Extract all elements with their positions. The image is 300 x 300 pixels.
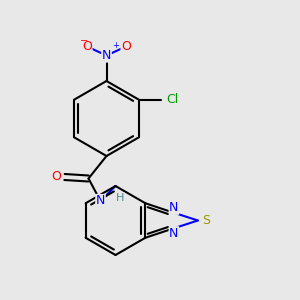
Text: O: O: [121, 40, 131, 53]
Text: N: N: [102, 49, 111, 62]
Text: N: N: [96, 194, 105, 208]
Text: −: −: [80, 36, 88, 46]
Text: N: N: [169, 201, 178, 214]
Text: O: O: [51, 170, 61, 184]
Text: H: H: [116, 193, 124, 203]
Text: N: N: [169, 227, 178, 240]
Text: O: O: [82, 40, 92, 53]
Text: S: S: [202, 214, 210, 227]
Text: Cl: Cl: [166, 93, 178, 106]
Text: +: +: [112, 41, 119, 50]
